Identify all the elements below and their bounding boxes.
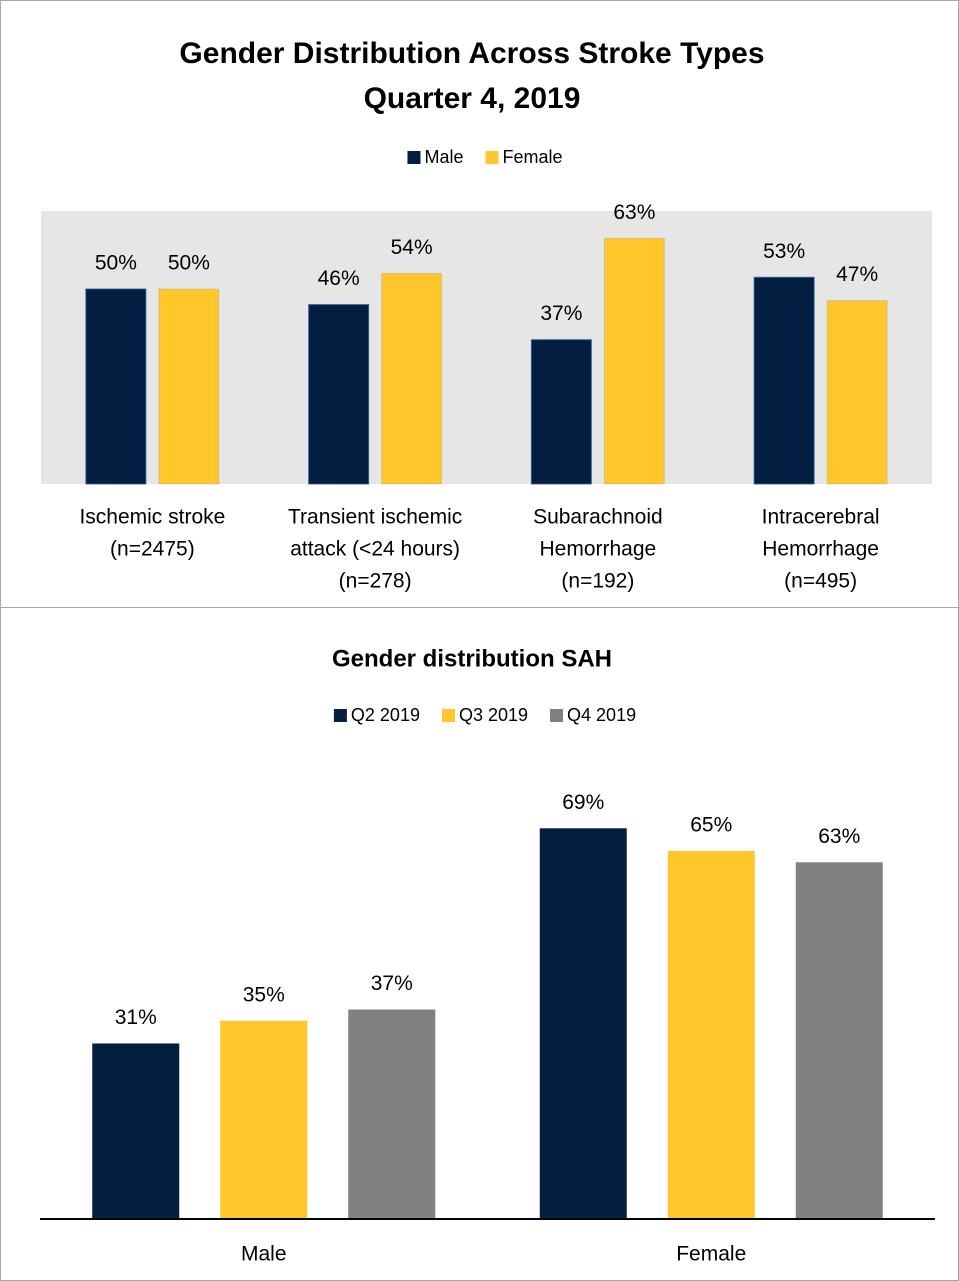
x-tick-label: Male [241,1243,287,1266]
x-tick-label: Subarachnoid [533,506,663,529]
data-label: 37% [371,972,413,995]
data-label: 53% [763,240,805,263]
data-label: 31% [115,1006,157,1029]
legend-swatch [407,151,421,164]
legend-label: Female [502,147,562,167]
legend-label: Male [424,147,463,167]
legend-swatch [333,709,347,722]
x-tick-label: attack (<24 hours) [290,538,460,561]
data-label: 46% [318,267,360,290]
legend-label: Q2 2019 [351,705,420,725]
x-tick-label: Hemorrhage [762,538,879,561]
legend-label: Q3 2019 [459,705,528,725]
bar [381,272,443,485]
chart-title: Gender Distribution Across Stroke Types [179,37,764,70]
legend-swatch [485,151,499,164]
bar [795,862,883,1219]
bar [348,1009,436,1219]
data-label: 63% [818,825,860,848]
chart-title: Gender distribution SAH [332,645,612,672]
bar [603,237,665,485]
data-label: 35% [243,983,285,1006]
x-tick-label: Ischemic stroke [79,506,225,529]
bar [85,288,147,485]
legend-label: Q4 2019 [567,705,636,725]
bar [826,300,888,485]
data-label: 65% [690,813,732,836]
bar [539,828,627,1219]
x-tick-label: (n=495) [784,570,857,593]
data-label: 54% [391,236,433,259]
x-tick-label: Female [676,1243,746,1266]
legend-swatch [550,709,564,722]
legend-swatch [441,709,455,722]
data-label: 47% [836,263,878,286]
chart-subtitle: Quarter 4, 2019 [364,82,581,115]
data-label: 50% [168,252,210,275]
x-tick-label: (n=2475) [110,538,195,561]
x-tick-label: Intracerebral [762,506,880,529]
data-label: 37% [540,302,582,325]
x-tick-label: (n=192) [561,570,634,593]
bar [308,304,370,485]
bar [92,1043,180,1219]
bar [753,276,815,485]
bar [667,850,755,1219]
bar [158,288,220,485]
x-tick-label: Hemorrhage [540,538,657,561]
data-label: 69% [562,791,604,814]
data-label: 50% [95,252,137,275]
x-tick-label: (n=278) [339,570,412,593]
bar [530,339,592,485]
bar [220,1020,308,1219]
data-label: 63% [613,201,655,224]
x-tick-label: Transient ischemic [288,506,462,529]
